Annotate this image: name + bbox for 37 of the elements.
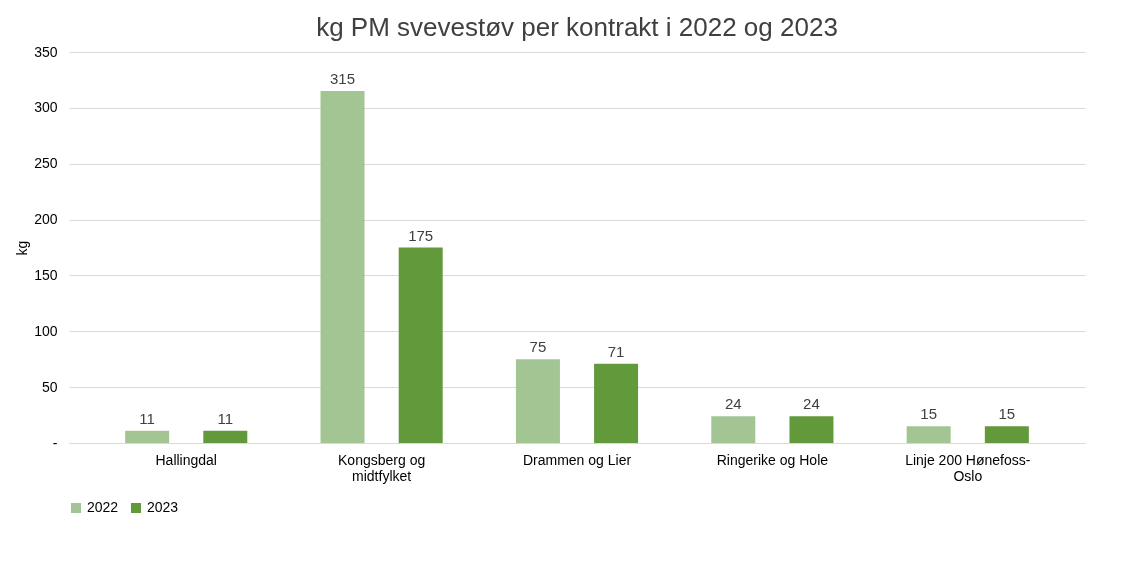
x-tick-label: Drammen og Lier: [522, 451, 632, 468]
bar: [320, 91, 365, 443]
data-label: 15: [920, 405, 938, 423]
data-label: 175: [408, 226, 434, 244]
data-label: 71: [607, 342, 625, 360]
chart-title: kg PM svevestøv per kontrakt i 2022 og 2023: [316, 12, 838, 42]
data-label: 15: [998, 405, 1016, 423]
data-label: 24: [724, 395, 742, 413]
data-label: 11: [139, 409, 155, 427]
x-tick-label: Kongsberg og midtfylket: [338, 451, 426, 484]
data-label: 24: [803, 395, 820, 413]
y-tick-label: 100: [34, 322, 58, 339]
bar: [398, 247, 443, 443]
data-label: 315: [330, 70, 356, 88]
bar: [125, 430, 170, 443]
y-tick-label: 50: [41, 378, 58, 395]
y-tick-label: 300: [34, 99, 58, 116]
bar: [789, 416, 834, 443]
y-tick-label: 150: [34, 266, 58, 283]
bar: [594, 363, 639, 443]
bar: [711, 416, 756, 443]
bar: [906, 426, 951, 443]
y-tick-label: 350: [34, 43, 58, 60]
legend-label: 2023: [147, 499, 179, 515]
bar: [203, 430, 248, 443]
data-label: 11: [217, 409, 234, 427]
bar: [515, 359, 560, 443]
y-tick-label: 200: [34, 211, 58, 228]
x-tick-label: Hallingdal: [155, 451, 217, 468]
x-tick-label: Linje 200 Hønefoss-Oslo: [905, 451, 1031, 484]
y-tick-label: -: [52, 434, 58, 451]
data-label: 75: [529, 338, 547, 356]
legend-label: 2022: [87, 499, 119, 515]
y-axis-title: kg: [14, 240, 31, 256]
y-tick-label: 250: [34, 155, 58, 172]
x-tick-label: Ringerike og Hole: [716, 451, 829, 468]
bar: [984, 426, 1029, 443]
